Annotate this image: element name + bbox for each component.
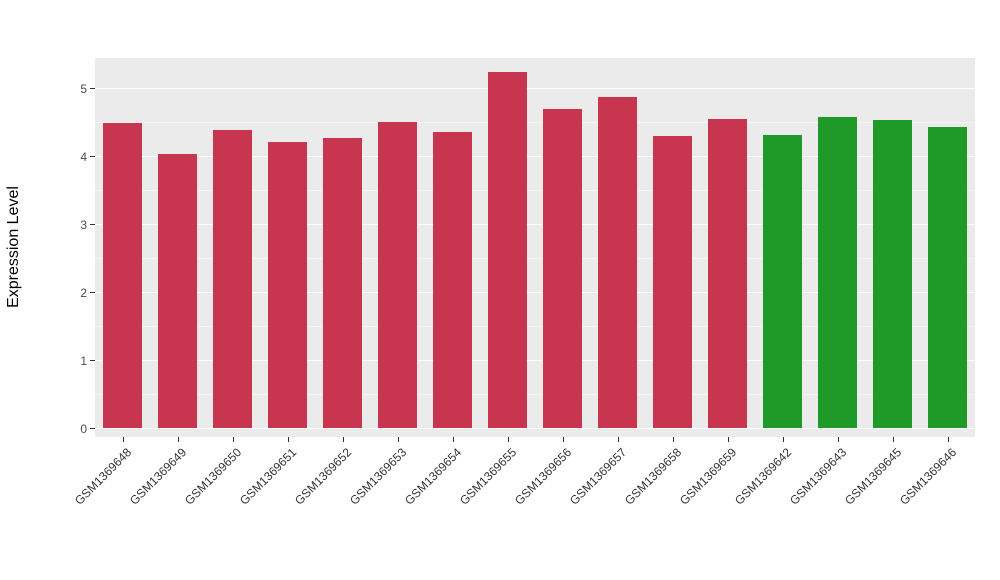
bar xyxy=(488,72,527,428)
y-tick-mark xyxy=(90,88,95,89)
x-tick-mark xyxy=(123,437,124,442)
gridline-minor xyxy=(95,394,975,395)
y-tick-label: 0 xyxy=(80,422,87,436)
bar xyxy=(213,130,252,428)
bar xyxy=(928,127,967,428)
x-tick-mark xyxy=(508,437,509,442)
y-tick-mark xyxy=(90,428,95,429)
y-tick-label: 2 xyxy=(80,286,87,300)
gridline-major xyxy=(95,224,975,225)
x-tick-mark xyxy=(343,437,344,442)
gridline-major xyxy=(95,360,975,361)
gridline-major xyxy=(95,428,975,429)
x-tick-mark xyxy=(893,437,894,442)
bar xyxy=(433,132,472,428)
y-axis-title: Expression Level xyxy=(5,186,22,308)
bar xyxy=(378,122,417,428)
x-tick-mark xyxy=(563,437,564,442)
x-tick-mark xyxy=(398,437,399,442)
bar xyxy=(708,119,747,428)
bar xyxy=(543,109,582,428)
bar xyxy=(323,138,362,428)
gridline-major xyxy=(95,292,975,293)
bar xyxy=(103,123,142,428)
y-tick-label: 4 xyxy=(80,150,87,164)
x-tick-mark xyxy=(838,437,839,442)
x-tick-mark xyxy=(453,437,454,442)
gridline-minor xyxy=(95,122,975,123)
x-tick-mark xyxy=(728,437,729,442)
gridline-minor xyxy=(95,326,975,327)
gridline-major xyxy=(95,88,975,89)
x-tick-mark xyxy=(618,437,619,442)
bar xyxy=(158,154,197,428)
x-tick-mark xyxy=(288,437,289,442)
y-tick-mark xyxy=(90,156,95,157)
bar xyxy=(268,142,307,428)
y-tick-label: 1 xyxy=(80,354,87,368)
bar xyxy=(653,136,692,428)
x-tick-mark xyxy=(178,437,179,442)
y-tick-label: 3 xyxy=(80,218,87,232)
y-tick-mark xyxy=(90,360,95,361)
y-tick-mark xyxy=(90,224,95,225)
y-tick-mark xyxy=(90,292,95,293)
x-tick-mark xyxy=(233,437,234,442)
x-tick-mark xyxy=(673,437,674,442)
bar xyxy=(598,97,637,428)
x-tick-mark xyxy=(948,437,949,442)
y-tick-label: 5 xyxy=(80,82,87,96)
bar xyxy=(763,135,802,428)
bar xyxy=(873,120,912,428)
gridline-major xyxy=(95,156,975,157)
gridline-minor xyxy=(95,258,975,259)
x-tick-mark xyxy=(783,437,784,442)
gridline-minor xyxy=(95,190,975,191)
bar xyxy=(818,117,857,428)
plot-panel xyxy=(95,58,975,437)
